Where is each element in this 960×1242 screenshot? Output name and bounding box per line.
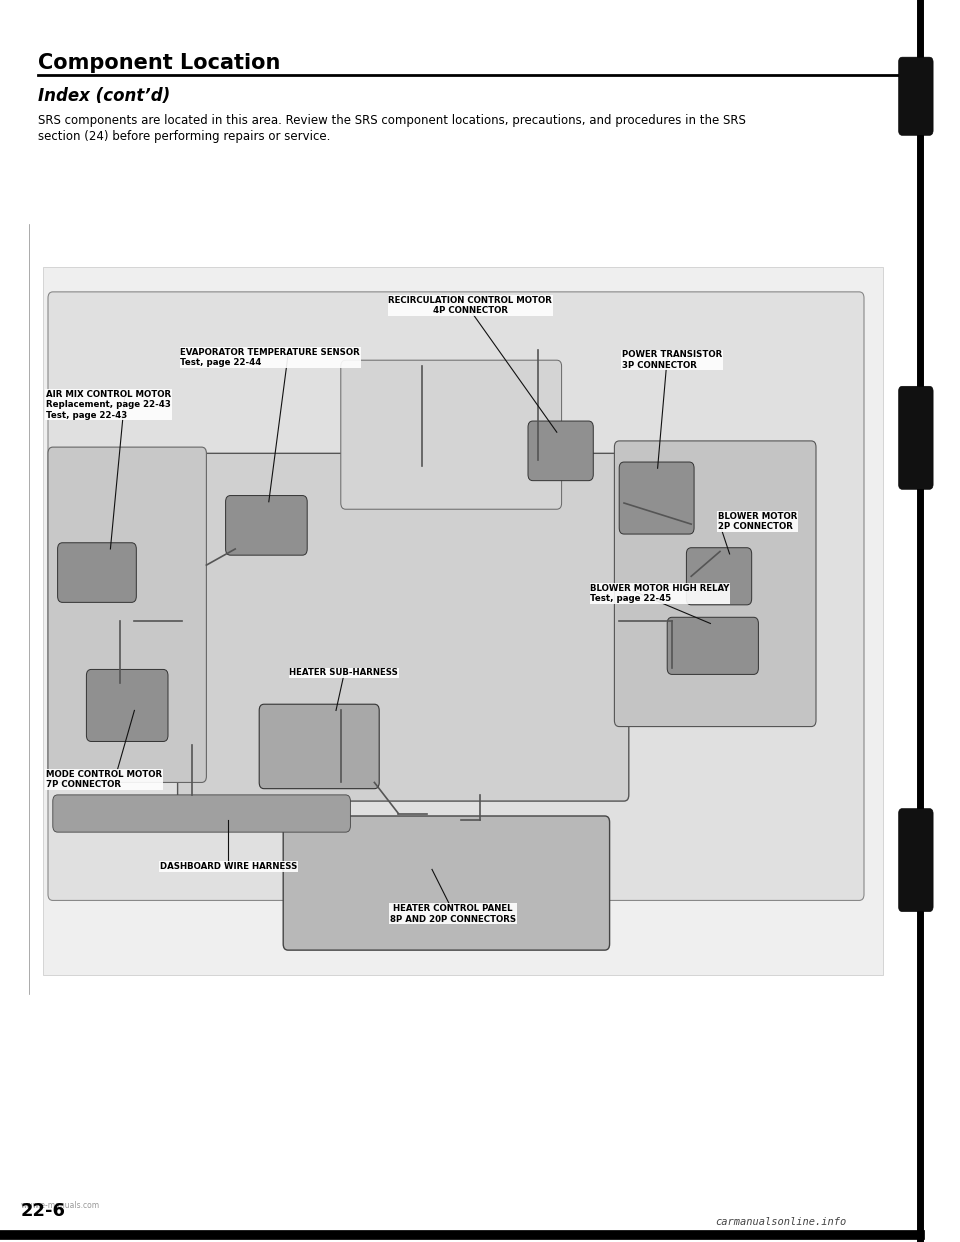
Text: HEATER CONTROL PANEL
8P AND 20P CONNECTORS: HEATER CONTROL PANEL 8P AND 20P CONNECTO…: [390, 904, 516, 924]
Text: SRS components are located in this area. Review the SRS component locations, pre: SRS components are located in this area.…: [38, 114, 746, 127]
FancyBboxPatch shape: [686, 548, 752, 605]
FancyBboxPatch shape: [58, 543, 136, 602]
Text: RECIRCULATION CONTROL MOTOR
4P CONNECTOR: RECIRCULATION CONTROL MOTOR 4P CONNECTOR: [389, 296, 552, 315]
FancyBboxPatch shape: [53, 795, 350, 832]
Text: Component Location: Component Location: [38, 53, 280, 73]
FancyBboxPatch shape: [259, 704, 379, 789]
FancyBboxPatch shape: [528, 421, 593, 481]
Text: HEATER SUB-HARNESS: HEATER SUB-HARNESS: [289, 668, 398, 677]
Text: DASHBOARD WIRE HARNESS: DASHBOARD WIRE HARNESS: [159, 862, 298, 871]
FancyBboxPatch shape: [899, 57, 933, 135]
FancyBboxPatch shape: [619, 462, 694, 534]
Text: Index (cont’d): Index (cont’d): [38, 87, 171, 104]
FancyBboxPatch shape: [341, 360, 562, 509]
Text: www.e-manuals.com: www.e-manuals.com: [21, 1201, 100, 1210]
FancyBboxPatch shape: [899, 809, 933, 912]
FancyBboxPatch shape: [667, 617, 758, 674]
FancyBboxPatch shape: [48, 292, 864, 900]
FancyBboxPatch shape: [48, 447, 206, 782]
FancyBboxPatch shape: [86, 669, 168, 741]
FancyBboxPatch shape: [283, 816, 610, 950]
Text: 22-6: 22-6: [21, 1202, 66, 1220]
Text: POWER TRANSISTOR
3P CONNECTOR: POWER TRANSISTOR 3P CONNECTOR: [622, 350, 722, 370]
Text: AIR MIX CONTROL MOTOR
Replacement, page 22-43
Test, page 22-43: AIR MIX CONTROL MOTOR Replacement, page …: [46, 390, 171, 420]
Text: BLOWER MOTOR
2P CONNECTOR: BLOWER MOTOR 2P CONNECTOR: [718, 512, 798, 532]
FancyBboxPatch shape: [614, 441, 816, 727]
Text: section (24) before performing repairs or service.: section (24) before performing repairs o…: [38, 130, 331, 143]
FancyBboxPatch shape: [43, 267, 883, 975]
FancyBboxPatch shape: [226, 496, 307, 555]
FancyBboxPatch shape: [178, 453, 629, 801]
Text: BLOWER MOTOR HIGH RELAY
Test, page 22-45: BLOWER MOTOR HIGH RELAY Test, page 22-45: [590, 584, 730, 604]
Text: MODE CONTROL MOTOR
7P CONNECTOR: MODE CONTROL MOTOR 7P CONNECTOR: [46, 770, 162, 790]
FancyBboxPatch shape: [899, 386, 933, 489]
Text: carmanualsonline.info: carmanualsonline.info: [715, 1217, 847, 1227]
Text: EVAPORATOR TEMPERATURE SENSOR
Test, page 22-44: EVAPORATOR TEMPERATURE SENSOR Test, page…: [180, 348, 360, 368]
